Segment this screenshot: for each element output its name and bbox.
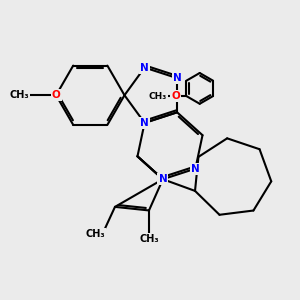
- Text: N: N: [158, 174, 167, 184]
- Text: N: N: [191, 164, 200, 174]
- Text: O: O: [52, 90, 61, 100]
- Text: N: N: [140, 118, 149, 128]
- Text: CH₃: CH₃: [139, 234, 159, 244]
- Text: N: N: [140, 63, 149, 73]
- Text: CH₃: CH₃: [9, 90, 29, 100]
- Text: O: O: [171, 91, 180, 101]
- Text: CH₃: CH₃: [149, 92, 167, 100]
- Text: N: N: [173, 73, 182, 83]
- Text: CH₃: CH₃: [85, 229, 105, 239]
